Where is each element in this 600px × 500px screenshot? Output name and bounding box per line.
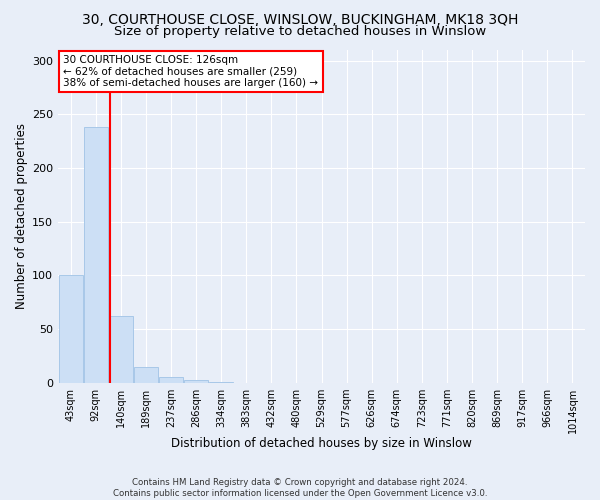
Bar	[84, 128, 108, 382]
Text: 30 COURTHOUSE CLOSE: 126sqm
← 62% of detached houses are smaller (259)
38% of se: 30 COURTHOUSE CLOSE: 126sqm ← 62% of det…	[64, 55, 319, 88]
Bar	[159, 378, 183, 382]
Text: 30, COURTHOUSE CLOSE, WINSLOW, BUCKINGHAM, MK18 3QH: 30, COURTHOUSE CLOSE, WINSLOW, BUCKINGHA…	[82, 12, 518, 26]
Bar	[109, 316, 133, 382]
Bar	[59, 276, 83, 382]
Bar	[134, 366, 158, 382]
Text: Size of property relative to detached houses in Winslow: Size of property relative to detached ho…	[114, 25, 486, 38]
Bar	[184, 380, 208, 382]
Y-axis label: Number of detached properties: Number of detached properties	[15, 124, 28, 310]
X-axis label: Distribution of detached houses by size in Winslow: Distribution of detached houses by size …	[171, 437, 472, 450]
Text: Contains HM Land Registry data © Crown copyright and database right 2024.
Contai: Contains HM Land Registry data © Crown c…	[113, 478, 487, 498]
